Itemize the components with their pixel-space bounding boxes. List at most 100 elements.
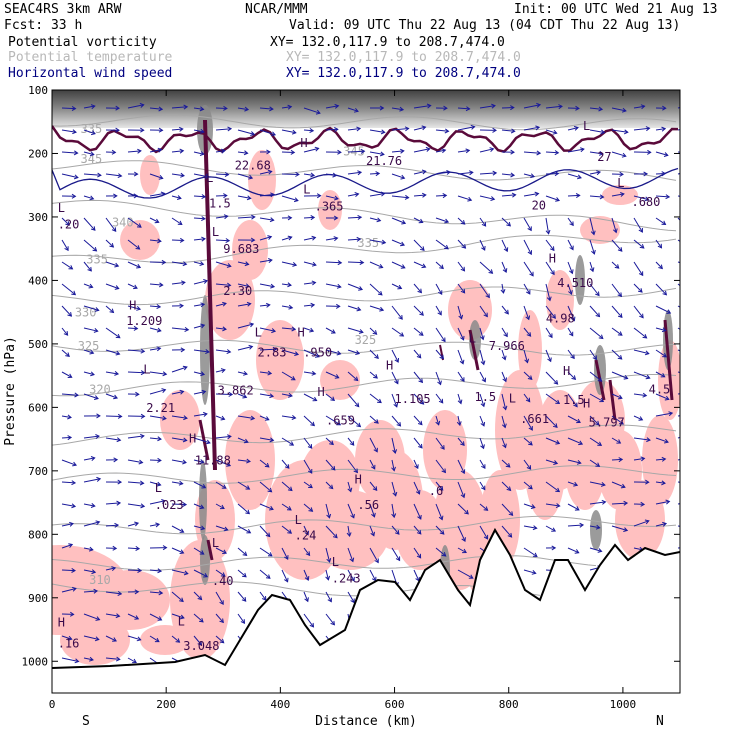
- wind-vector: [193, 635, 202, 646]
- wind-vector-head: [269, 437, 275, 443]
- wind-vector-head: [245, 283, 251, 289]
- pv-label: 11.88: [195, 453, 231, 467]
- wind-vector-head: [246, 301, 252, 307]
- wind-vector-head: [154, 637, 160, 643]
- wind-vector-head: [117, 591, 123, 596]
- wind-vector-head: [489, 147, 495, 152]
- wind-vector-head: [464, 509, 469, 515]
- wind-vector: [347, 171, 362, 175]
- wind-vector: [149, 283, 163, 286]
- wind-vector-head: [222, 326, 227, 332]
- upper-wind-contour: [52, 167, 679, 199]
- wind-vector-head: [457, 399, 463, 405]
- wind-vector-head: [295, 171, 300, 177]
- wind-vector: [105, 349, 120, 355]
- wind-vector-head: [661, 456, 667, 462]
- wind-vector-head: [65, 352, 70, 357]
- wind-vector-head: [200, 323, 206, 329]
- wind-vector-head: [492, 170, 498, 176]
- wind-vector: [589, 547, 602, 552]
- wind-vector: [171, 569, 188, 575]
- pv-label: H: [58, 615, 65, 629]
- wind-vector-head: [311, 235, 317, 241]
- pv-label: .023: [155, 498, 184, 512]
- wind-vector-head: [357, 214, 363, 220]
- wind-vector: [567, 415, 581, 423]
- wind-vector-head: [554, 171, 560, 177]
- wind-vector: [347, 216, 362, 219]
- wind-vector: [347, 327, 364, 333]
- wind-vector-head: [644, 196, 650, 202]
- wind-vector-head: [137, 148, 142, 154]
- wind-vector-head: [182, 459, 187, 465]
- wind-vector-head: [376, 217, 382, 223]
- wind-vector: [281, 261, 297, 266]
- wind-vector-head: [245, 509, 251, 515]
- wind-vector: [149, 107, 163, 110]
- wind-vector-head: [371, 464, 376, 470]
- wind-vector-head: [271, 131, 277, 137]
- wind-vector: [457, 547, 467, 553]
- wind-vector: [83, 305, 99, 311]
- wind-vector-head: [646, 437, 651, 443]
- wind-vector-head: [184, 327, 190, 332]
- wind-vector-head: [162, 371, 168, 377]
- wind-vector-head: [444, 244, 449, 250]
- wind-vector-head: [480, 360, 486, 366]
- wind-vector-head: [290, 149, 296, 155]
- wind-vector: [193, 391, 206, 395]
- wind-vector-head: [307, 468, 313, 474]
- wind-vector-head: [353, 107, 359, 113]
- wind-vector: [83, 435, 100, 439]
- wind-vector: [237, 393, 247, 398]
- wind-vector-head: [460, 441, 465, 447]
- forecast-hour: Fcst: 33 h: [4, 18, 82, 33]
- wind-vector: [149, 371, 167, 375]
- wind-vector: [589, 151, 603, 155]
- wind-vector-head: [90, 371, 95, 377]
- wind-vector: [589, 171, 601, 175]
- wind-vector: [501, 349, 506, 360]
- wind-vector-head: [330, 465, 336, 471]
- wind-vector: [61, 544, 73, 549]
- pv-label: 1.209: [126, 314, 162, 328]
- header: SEAC4RS 3km ARW Fcst: 33 h NCAR/MMM Init…: [4, 2, 718, 81]
- wind-vector: [523, 173, 535, 178]
- wind-vector: [567, 239, 574, 250]
- wind-vector-head: [483, 534, 489, 540]
- wind-vector: [127, 503, 145, 507]
- wind-vector: [171, 195, 182, 199]
- wind-vector: [303, 107, 321, 114]
- wind-vector: [61, 569, 76, 572]
- wind-vector-head: [329, 440, 334, 446]
- wind-vector: [237, 371, 248, 375]
- wind-vector-head: [535, 125, 541, 131]
- wind-vector-head: [614, 264, 620, 269]
- wind-vector: [281, 459, 290, 469]
- wind-vector: [567, 393, 578, 407]
- wind-vector: [83, 478, 101, 483]
- organization: NCAR/MMM: [245, 2, 308, 17]
- wind-vector-head: [479, 335, 485, 341]
- x-tick-label: 200: [156, 698, 176, 711]
- wind-vector-head: [71, 586, 77, 592]
- wind-vector: [435, 194, 447, 197]
- wind-vector: [523, 327, 531, 337]
- wind-vector-head: [468, 170, 474, 176]
- wind-vector-head: [286, 506, 292, 511]
- wind-vector-head: [136, 636, 142, 642]
- wind-vector-head: [554, 150, 560, 156]
- wind-vector-head: [617, 313, 623, 319]
- wind-vector: [61, 129, 77, 133]
- wind-vector-head: [114, 371, 120, 376]
- wind-vector-head: [417, 420, 423, 426]
- wind-vector: [171, 261, 187, 265]
- wind-vector: [303, 129, 314, 132]
- wind-vector: [61, 657, 79, 662]
- wind-vector: [545, 217, 550, 234]
- wind-vector-head: [377, 290, 383, 296]
- wind-vector: [149, 327, 161, 332]
- wind-vector: [655, 261, 663, 269]
- wind-vector: [391, 371, 399, 384]
- wind-vector-head: [315, 109, 321, 115]
